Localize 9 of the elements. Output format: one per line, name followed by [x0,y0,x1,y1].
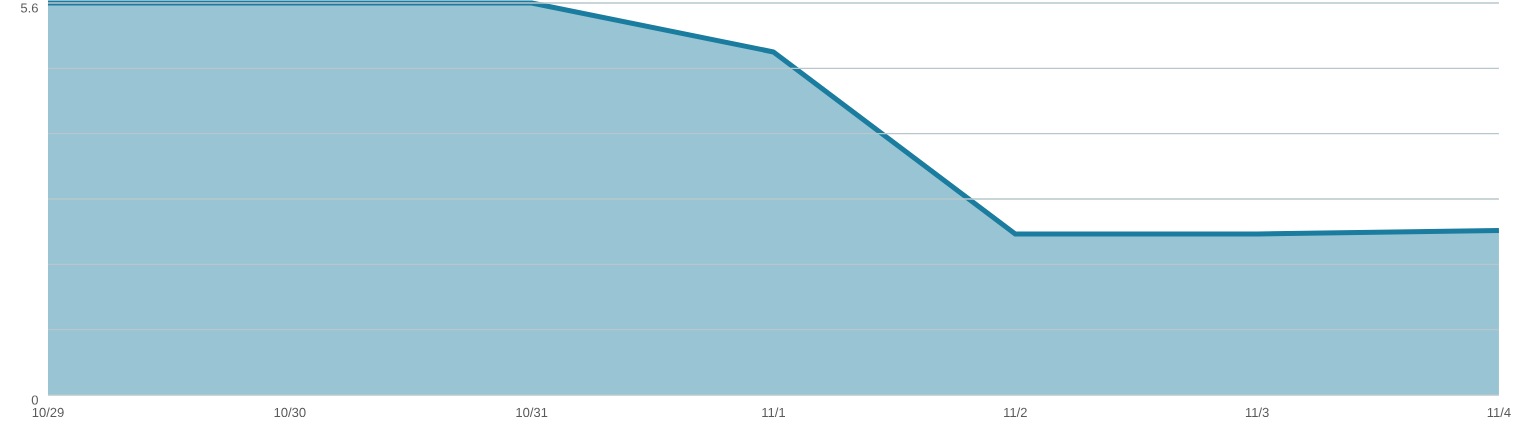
x-tick-label: 11/4 [1487,407,1511,418]
x-tick-label: 10/29 [32,407,64,418]
x-tick-label: 11/3 [1245,407,1269,418]
y-tick-label: 5.6 [20,3,38,13]
x-tick-label: 11/2 [1004,407,1027,418]
x-tick-label: 10/30 [274,407,306,418]
y-tick-label: 0 [31,395,38,405]
x-tick-label: 11/1 [762,407,786,418]
x-tick-label: 10/31 [516,407,548,418]
